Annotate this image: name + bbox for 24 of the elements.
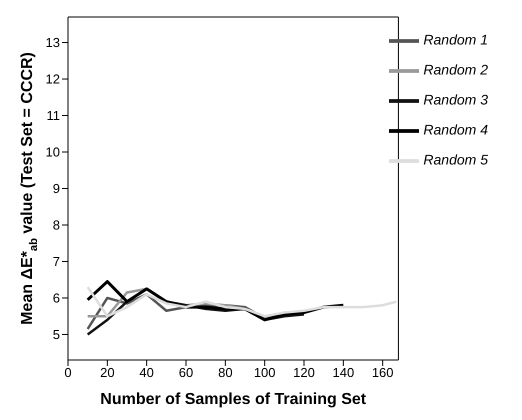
y-tick-label: 9 (52, 181, 60, 196)
x-tick-label: 100 (254, 365, 276, 380)
x-axis-title: Number of Samples of Training Set (100, 391, 367, 408)
y-tick-label: 11 (46, 108, 60, 124)
y-tick-label: 6 (52, 290, 60, 306)
x-tick-label: 40 (139, 365, 154, 380)
legend-label: Random 1 (423, 32, 488, 48)
y-tick-label: 12 (46, 72, 60, 87)
x-tick-label: 120 (293, 365, 315, 380)
y-tick-label: 5 (52, 327, 60, 342)
y-tick-label: 8 (52, 218, 60, 233)
y-tick-label: 7 (52, 254, 60, 270)
legend-label: Random 2 (423, 62, 488, 78)
x-tick-label: 60 (178, 365, 194, 380)
legend-label: Random 5 (423, 152, 488, 168)
y-tick-label: 13 (46, 35, 60, 50)
x-tick-label: 20 (100, 365, 115, 380)
legend-label: Random 3 (423, 92, 488, 108)
y-tick-label: 10 (46, 144, 60, 160)
legend-label: Random 4 (423, 122, 488, 138)
x-tick-label: 160 (372, 365, 394, 380)
x-tick-label: 80 (218, 365, 233, 380)
x-tick-label: 140 (332, 365, 354, 380)
x-tick-label: 0 (64, 365, 72, 380)
